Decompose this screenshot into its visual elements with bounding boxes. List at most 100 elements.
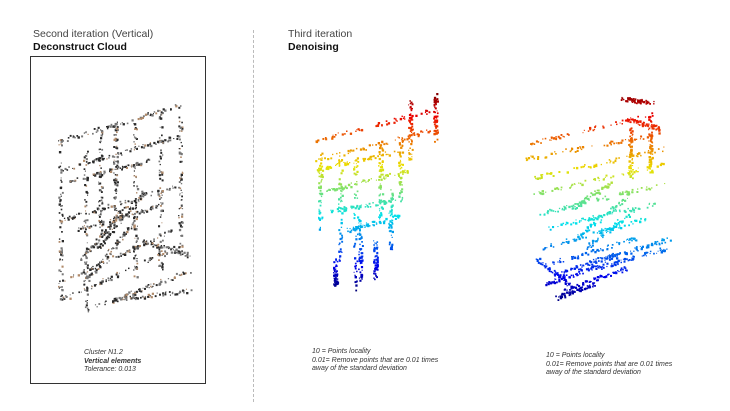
cloud-point	[120, 152, 122, 155]
cloud-point	[620, 99, 623, 101]
cloud-point	[602, 266, 604, 268]
cloud-point	[103, 170, 106, 173]
cloud-point	[553, 263, 555, 265]
cloud-point	[380, 212, 383, 215]
cloud-point	[401, 115, 403, 117]
cloud-point	[373, 272, 375, 275]
cloud-point	[573, 267, 576, 270]
cloud-point	[58, 212, 61, 214]
cloud-point	[67, 137, 70, 139]
cloud-point	[391, 196, 393, 199]
cloud-point	[116, 138, 119, 141]
cloud-point	[144, 296, 147, 298]
cloud-segment	[86, 271, 192, 313]
cloud-point	[651, 145, 653, 147]
cloud-point	[620, 270, 622, 272]
cloud-point	[642, 254, 645, 257]
cloud-point	[637, 207, 640, 210]
cloud-segment	[338, 159, 344, 262]
cloud-point	[136, 185, 139, 188]
cloud-point	[640, 217, 642, 220]
cloud-point	[177, 250, 180, 253]
cloud-point	[565, 241, 568, 243]
cloud-point	[550, 139, 552, 141]
cloud-point	[605, 198, 609, 201]
cloud-point	[615, 210, 617, 212]
cloud-point	[360, 129, 364, 132]
cloud-point	[161, 263, 164, 266]
cloud-point	[621, 191, 624, 193]
cloud-point	[587, 267, 589, 269]
cloud-point	[560, 294, 563, 296]
cloud-point	[579, 286, 582, 290]
cloud-point	[651, 115, 654, 117]
cloud-point	[353, 168, 356, 171]
cloud-point	[410, 126, 412, 128]
cloud-point	[601, 249, 604, 252]
cloud-point	[533, 157, 536, 160]
cloud-point	[155, 112, 158, 115]
cloud-point	[356, 181, 358, 183]
cloud-point	[588, 286, 592, 289]
cloud-point	[372, 202, 374, 204]
cloud-point	[83, 220, 86, 223]
cloud-point	[609, 254, 611, 256]
cloud-point	[111, 155, 115, 158]
cloud-point	[413, 132, 416, 134]
cloud-point	[61, 231, 63, 233]
cloud-point	[156, 246, 158, 249]
cloud-point	[120, 123, 122, 125]
cloud-point	[62, 170, 64, 172]
cloud-point	[592, 285, 594, 288]
cloud-point	[141, 116, 144, 119]
cloud-point	[558, 296, 560, 298]
cloud-point	[326, 190, 328, 192]
cloud-point	[126, 250, 129, 252]
cloud-point	[362, 157, 365, 160]
cloud-point	[383, 176, 385, 178]
cloud-point	[136, 216, 139, 218]
cloud-point	[159, 116, 161, 118]
cloud-point	[401, 140, 404, 143]
cloud-point	[95, 131, 98, 133]
cloud-point	[59, 165, 62, 168]
cloud-point	[353, 193, 356, 195]
cloud-point	[549, 139, 551, 141]
cloud-point	[581, 183, 584, 187]
cloud-point	[583, 165, 585, 168]
cloud-point	[127, 251, 129, 253]
cloud-point	[636, 102, 638, 105]
cloud-point	[108, 125, 110, 127]
cloud-point	[360, 204, 362, 206]
cloud-point	[631, 100, 633, 102]
cloud-point	[341, 133, 344, 136]
cloud-point	[114, 128, 118, 132]
cloud-point	[648, 125, 650, 127]
cloud-point	[578, 182, 580, 184]
cloud-point	[631, 99, 634, 102]
cloud-point	[617, 222, 620, 224]
cloud-point	[374, 267, 377, 270]
cloud-point	[111, 248, 113, 250]
cloud-point	[136, 199, 138, 201]
cloud-point	[629, 145, 631, 148]
cloud-point	[555, 138, 557, 141]
cloud-point	[370, 155, 373, 158]
cloud-point	[634, 207, 637, 209]
cloud-point	[594, 224, 596, 227]
cloud-point	[360, 256, 363, 259]
cloud-point	[115, 214, 118, 217]
cloud-point	[350, 229, 353, 232]
cloud-point	[126, 149, 128, 151]
cloud-point	[635, 170, 637, 172]
cloud-point	[117, 210, 119, 212]
cloud-point	[158, 233, 162, 236]
cloud-point	[607, 198, 610, 200]
cloud-point	[420, 112, 423, 115]
cloud-point	[554, 271, 557, 273]
cloud-point	[135, 204, 137, 207]
cloud-point	[398, 161, 401, 164]
cloud-segment	[648, 116, 654, 174]
cloud-point	[126, 297, 128, 299]
cloud-point	[107, 227, 108, 228]
